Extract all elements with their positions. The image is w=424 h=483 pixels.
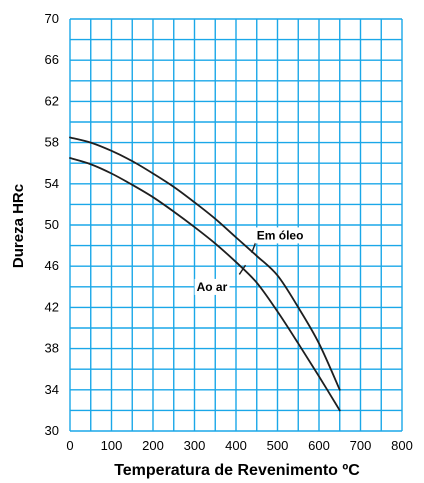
x-tick-label-600: 600 xyxy=(308,438,330,453)
y-tick-label-30: 30 xyxy=(45,423,59,438)
y-axis-title: Dureza HRc xyxy=(10,184,27,268)
y-tick-label-50: 50 xyxy=(45,217,59,232)
y-tick-label-58: 58 xyxy=(45,135,59,150)
x-axis-title: Temperatura de Revenimento ºC xyxy=(114,462,360,479)
x-tick-label-300: 300 xyxy=(184,438,206,453)
annotation-label-1: Ao ar xyxy=(197,280,228,294)
series-line-0 xyxy=(69,136,341,391)
tick-label-layer: 0 100 200 300 400 500 600 700 800 30 34 38 42 46 50 54 5… xyxy=(45,11,413,453)
x-tick-label-400: 400 xyxy=(225,438,247,453)
y-tick-label-62: 62 xyxy=(45,93,59,108)
x-tick-label-200: 200 xyxy=(142,438,164,453)
y-tick-label-54: 54 xyxy=(45,176,59,191)
y-tick-label-70: 70 xyxy=(45,11,59,26)
x-tick-label-800: 800 xyxy=(391,438,413,453)
x-tick-label-700: 700 xyxy=(350,438,372,453)
y-tick-label-46: 46 xyxy=(45,258,59,273)
x-tick-label-500: 500 xyxy=(267,438,289,453)
y-tick-label-42: 42 xyxy=(45,299,59,314)
annotation-label-0: Em óleo xyxy=(257,228,304,242)
x-tick-label-0: 0 xyxy=(66,438,73,453)
y-tick-label-66: 66 xyxy=(45,52,59,67)
annotation-pointer-1 xyxy=(238,264,247,275)
grid-layer xyxy=(69,18,403,432)
annotation-label-background-1 xyxy=(194,278,230,295)
y-tick-label-38: 38 xyxy=(45,341,59,356)
series-line-1 xyxy=(69,157,341,412)
x-tick-label-100: 100 xyxy=(101,438,123,453)
y-tick-label-34: 34 xyxy=(45,382,59,397)
annotation-layer: Em óleo Ao ar xyxy=(194,227,306,295)
annotation-label-background-0 xyxy=(254,227,306,244)
curve-layer xyxy=(69,136,341,412)
